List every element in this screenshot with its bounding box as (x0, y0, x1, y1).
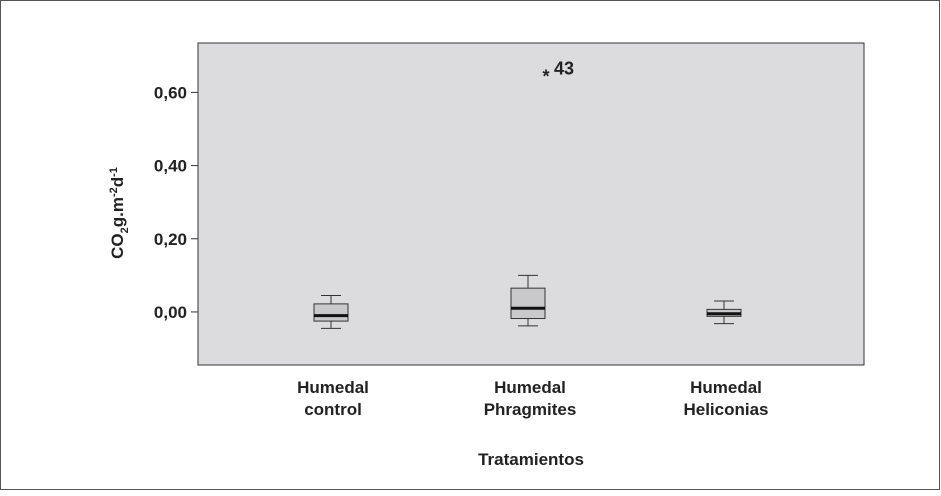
y-tick-label: 0,00 (154, 303, 187, 322)
box-group (706, 300, 742, 325)
y-tick-label: 0,60 (154, 83, 187, 102)
x-category-label-line1: Humedal (690, 378, 762, 397)
y-tick-label: 0,20 (154, 230, 187, 249)
x-category-label-line2: control (304, 400, 362, 419)
x-category-label-line1: Humedal (494, 378, 566, 397)
box-iqr (510, 287, 546, 320)
outlier-marker: * (542, 66, 549, 86)
x-category-label-line2: Phragmites (484, 400, 577, 419)
x-axis-title: Tratamientos (478, 450, 584, 469)
y-axis-title: CO2g.m-2d-1 (108, 167, 131, 259)
x-axis-category-labels: Humedal control Humedal Phragmites Humedal He… (297, 378, 768, 419)
x-category-label-line1: Humedal (297, 378, 369, 397)
y-axis: 0,60 0,40 0,20 0,00 (154, 83, 198, 322)
y-tick-label: 0,40 (154, 157, 187, 176)
x-category-label-line2: Heliconias (683, 400, 768, 419)
box-series: * 43 (313, 58, 742, 329)
outlier-label: 43 (554, 58, 574, 78)
box-group (510, 274, 546, 327)
box-iqr (313, 303, 349, 322)
box-group (313, 294, 349, 329)
